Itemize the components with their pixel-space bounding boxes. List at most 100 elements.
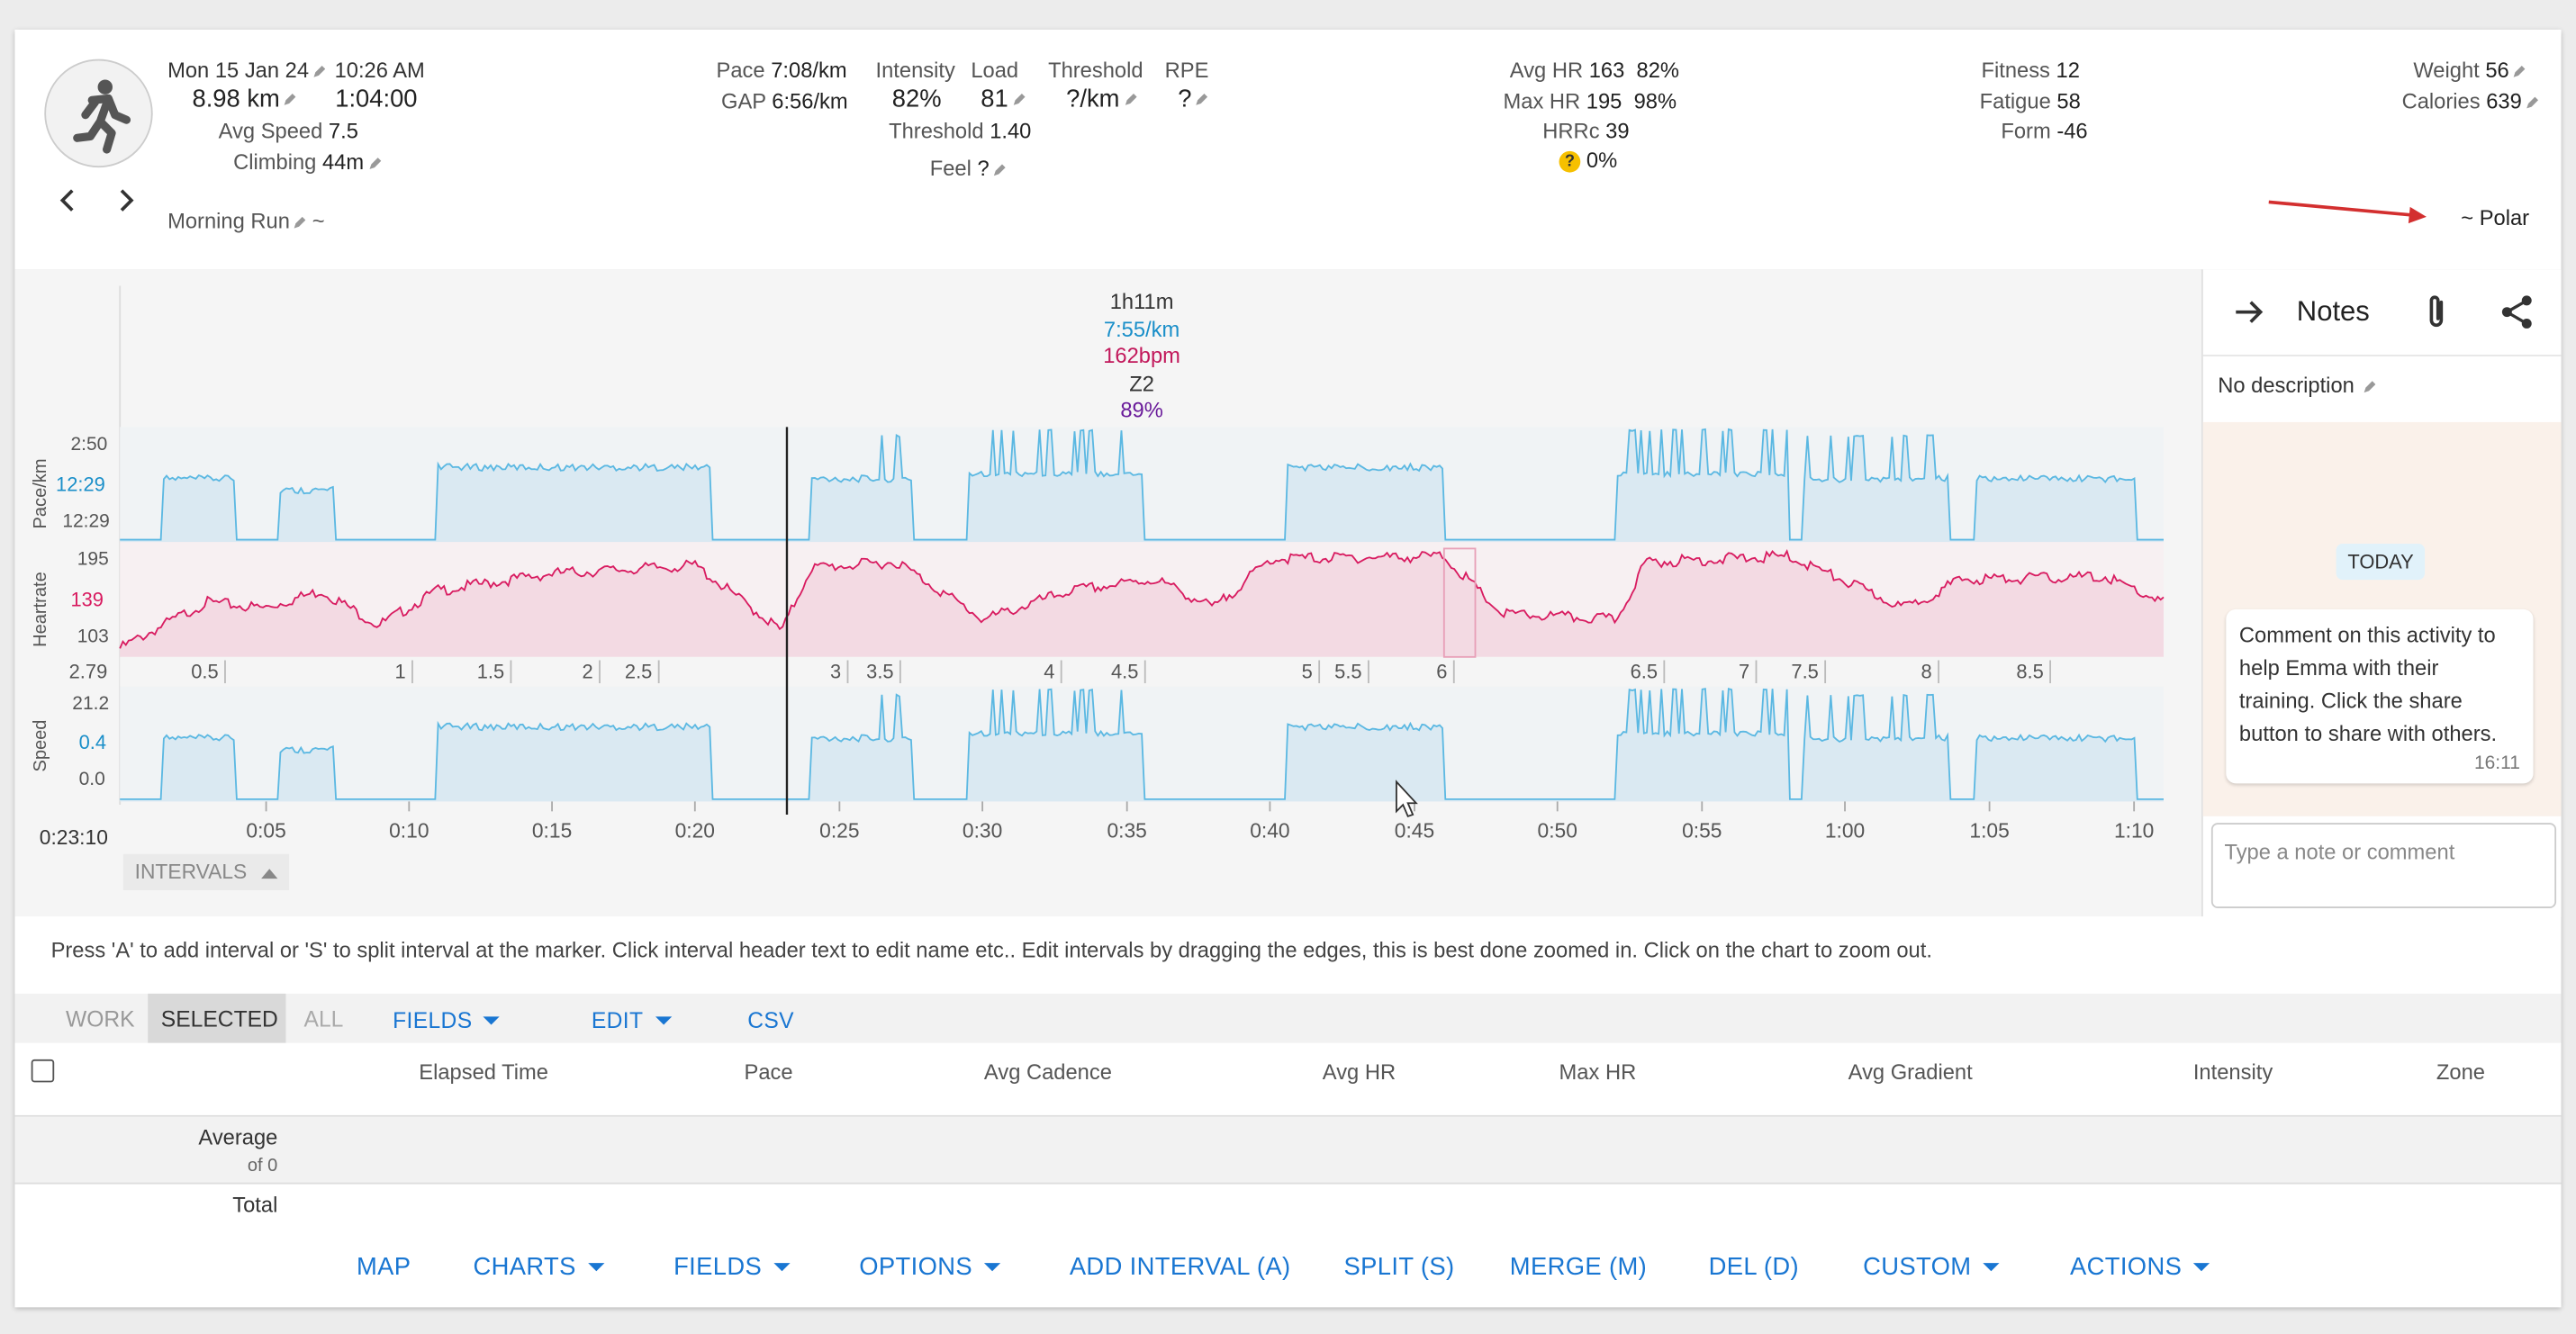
- gap-label: GAP: [720, 88, 766, 113]
- col-avg-cadence[interactable]: Avg Cadence: [983, 1059, 1112, 1085]
- filter-selected-tab[interactable]: SELECTED: [148, 993, 286, 1043]
- edit-pencil-icon[interactable]: [1123, 94, 1136, 107]
- edit-pencil-icon[interactable]: [992, 163, 1006, 177]
- distance-tick-label: 3: [830, 661, 841, 683]
- fitness-row: Fitness 12: [1981, 58, 2079, 82]
- time-tick-label: 1:00: [1825, 819, 1865, 843]
- actions-button[interactable]: ACTIONS: [2070, 1253, 2210, 1283]
- col-intensity[interactable]: Intensity: [2192, 1059, 2273, 1085]
- col-zone[interactable]: Zone: [2436, 1059, 2485, 1085]
- edit-pencil-icon[interactable]: [2363, 380, 2376, 394]
- note-input-placeholder: Type a note or comment: [2224, 839, 2455, 864]
- col-elapsed-time[interactable]: Elapsed Time: [419, 1059, 548, 1085]
- max-hr-pct: 98%: [1633, 88, 1677, 113]
- edit-pencil-icon[interactable]: [294, 216, 307, 230]
- col-avg-hr[interactable]: Avg HR: [1322, 1059, 1396, 1085]
- map-button[interactable]: MAP: [357, 1253, 411, 1283]
- add-interval-button[interactable]: ADD INTERVAL (A): [1070, 1253, 1291, 1283]
- activity-source[interactable]: ~ Polar: [2461, 205, 2530, 230]
- running-icon: [73, 79, 131, 154]
- climbing-row[interactable]: Climbing 44m: [233, 149, 381, 174]
- pace-tick-bot: 12:29: [62, 512, 110, 533]
- activity-type-avatar[interactable]: [44, 59, 153, 168]
- col-pace[interactable]: Pace: [744, 1059, 793, 1085]
- max-hr-row: Max HR 195 98%: [1504, 89, 1677, 113]
- filter-work-tab[interactable]: WORK: [65, 1006, 135, 1032]
- warning-row[interactable]: ? 0%: [1559, 148, 1617, 173]
- charts-label: CHARTS: [473, 1253, 576, 1282]
- weight-row[interactable]: Weight 56: [2413, 58, 2526, 82]
- select-all-checkbox[interactable]: [31, 1059, 55, 1083]
- activity-header: Mon 15 Jan 24 10:26 AM 8.98 km 1:04:00 A…: [14, 30, 2562, 272]
- options-button[interactable]: OPTIONS: [859, 1253, 1001, 1283]
- charts-button[interactable]: CHARTS: [473, 1253, 604, 1283]
- filter-selected-label: SELECTED: [160, 1006, 278, 1032]
- edit-pencil-icon[interactable]: [1011, 94, 1025, 107]
- col-max-hr[interactable]: Max HR: [1559, 1059, 1637, 1085]
- edit-pencil-icon[interactable]: [2512, 65, 2526, 78]
- merge-button[interactable]: MERGE (M): [1510, 1253, 1647, 1283]
- actions-label: ACTIONS: [2069, 1253, 2183, 1282]
- distance-tick-label: 2: [583, 661, 593, 683]
- avg-hr-pct: 82%: [1636, 57, 1680, 83]
- table-edit-button[interactable]: EDIT: [592, 1006, 672, 1036]
- threshold-row[interactable]: ?/km: [1066, 86, 1136, 113]
- activity-duration: 1:04:00: [335, 85, 418, 113]
- table-fields-label: FIELDS: [393, 1008, 473, 1033]
- edit-pencil-icon[interactable]: [2525, 95, 2539, 110]
- activity-distance-row[interactable]: 8.98 km: [192, 86, 297, 113]
- distance-tick-label: 6: [1436, 661, 1447, 683]
- avg-hr-label: Avg HR: [1509, 57, 1584, 83]
- rpe-row[interactable]: ?: [1178, 85, 1208, 113]
- interval-table-header: Elapsed Time Pace Avg Cadence Avg HR Max…: [14, 1043, 2562, 1117]
- activity-name-row[interactable]: Morning Run ~: [167, 209, 325, 233]
- attach-button[interactable]: [2423, 293, 2449, 340]
- description-row[interactable]: No description: [2218, 373, 2376, 398]
- load-row[interactable]: 81: [981, 86, 1025, 113]
- form-row: Form -46: [2001, 118, 2087, 142]
- collapse-notes-button[interactable]: [2233, 295, 2265, 337]
- threshold2-label: Threshold: [889, 118, 984, 143]
- time-tick-label: 0:10: [389, 819, 429, 843]
- caret-up-icon: [260, 868, 277, 879]
- rpe-value: ?: [1178, 85, 1192, 113]
- edit-pencil-icon[interactable]: [283, 94, 297, 107]
- hover-highlight: [1442, 547, 1477, 658]
- fields-button[interactable]: FIELDS: [673, 1253, 791, 1283]
- chart-svg[interactable]: 0.5 1 1.5 2 2.5 3 3.5 4 4.5 5 5.5 6 6.5 7 7.5 8 8.5 0:05…: [14, 269, 2201, 916]
- delete-button[interactable]: DEL (D): [1709, 1253, 1799, 1283]
- caret-down-icon: [484, 1016, 501, 1026]
- calories-row[interactable]: Calories 639: [2402, 89, 2539, 113]
- edit-pencil-icon[interactable]: [1195, 94, 1208, 107]
- col-avg-gradient[interactable]: Avg Gradient: [1848, 1059, 1973, 1085]
- intervals-toggle[interactable]: INTERVALS: [122, 853, 289, 890]
- activity-time: 10:26 AM: [334, 57, 425, 83]
- next-activity-button[interactable]: [115, 187, 139, 221]
- distance-tick-label: 5.5: [1334, 661, 1361, 683]
- filter-all-tab[interactable]: ALL: [303, 1006, 344, 1032]
- cursor-time-label: 0:23:10: [39, 825, 108, 850]
- average-label: Average: [198, 1124, 278, 1150]
- feel-row[interactable]: Feel ?: [930, 156, 1006, 181]
- split-button[interactable]: SPLIT (S): [1344, 1253, 1455, 1283]
- time-tick-label: 0:05: [246, 819, 285, 843]
- table-edit-label: EDIT: [591, 1008, 644, 1033]
- fields-label: FIELDS: [673, 1253, 763, 1282]
- fatigue-row: Fatigue 58: [1980, 89, 2081, 113]
- day-badge: TODAY: [2336, 543, 2426, 581]
- table-fields-button[interactable]: FIELDS: [393, 1006, 501, 1036]
- share-button[interactable]: [2499, 294, 2535, 338]
- activity-date-row[interactable]: Mon 15 Jan 24 10:26 AM: [167, 58, 425, 82]
- feel-value: ?: [977, 156, 990, 181]
- edit-pencil-icon[interactable]: [367, 157, 381, 170]
- note-input[interactable]: Type a note or comment: [2210, 823, 2557, 909]
- custom-button[interactable]: CUSTOM: [1863, 1253, 2000, 1283]
- distance-tick-label: 8.5: [2016, 661, 2043, 683]
- csv-button[interactable]: CSV: [747, 1006, 794, 1036]
- edit-pencil-icon[interactable]: [312, 65, 326, 78]
- intervals-label: INTERVALS: [134, 861, 248, 884]
- speed-tick-bot: 0.0: [78, 770, 105, 790]
- activity-chart[interactable]: 0.5 1 1.5 2 2.5 3 3.5 4 4.5 5 5.5 6 6.5 7 7.5 8 8.5 0:05…: [14, 269, 2201, 917]
- prev-activity-button[interactable]: [56, 187, 79, 221]
- hr-axis-label: Heartrate: [31, 572, 51, 647]
